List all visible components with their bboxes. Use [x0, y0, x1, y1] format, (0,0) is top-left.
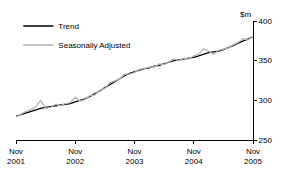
svg-text:Nov2004: Nov2004: [185, 147, 203, 166]
svg-text:350: 350: [259, 56, 273, 65]
svg-text:400: 400: [259, 17, 273, 26]
svg-text:Nov2005: Nov2005: [244, 147, 262, 166]
svg-text:Nov2003: Nov2003: [126, 147, 144, 166]
svg-text:Trend: Trend: [58, 22, 79, 31]
svg-text:Nov2001: Nov2001: [7, 147, 25, 166]
svg-text:$m: $m: [240, 10, 251, 19]
svg-text:Seasonally Adjusted: Seasonally Adjusted: [58, 41, 130, 50]
svg-text:300: 300: [259, 96, 273, 105]
svg-text:Nov2002: Nov2002: [66, 147, 84, 166]
svg-text:250: 250: [259, 136, 273, 145]
